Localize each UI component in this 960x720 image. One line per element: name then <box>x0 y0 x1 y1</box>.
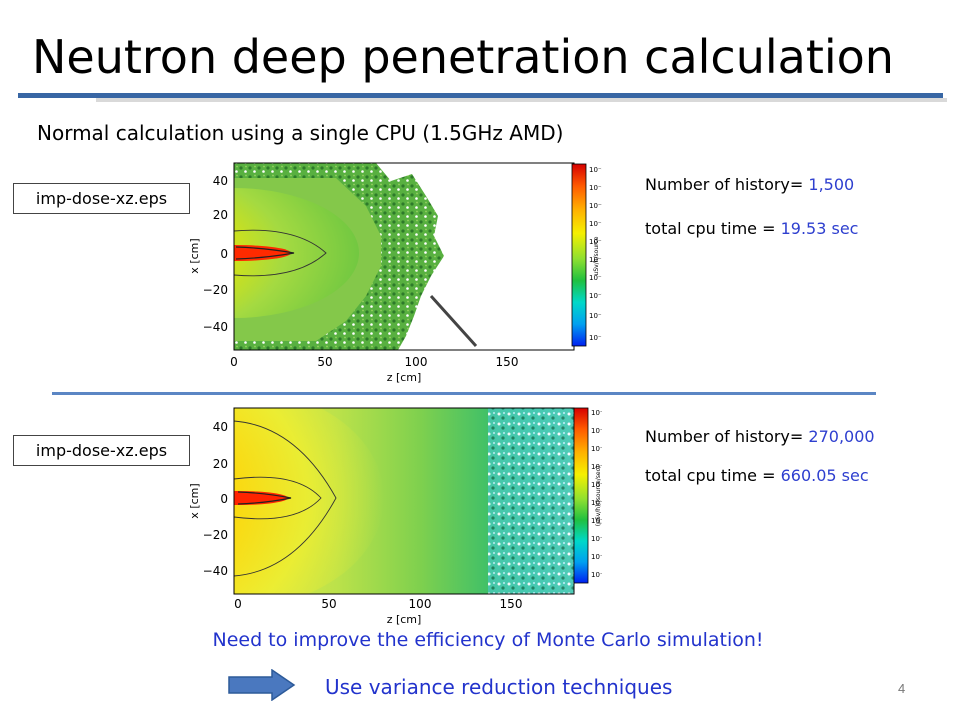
y-tick-1d: −20 <box>203 283 228 297</box>
history-stat-2: Number of history= 270,000 <box>645 427 875 446</box>
action-text: Use variance reduction techniques <box>325 675 673 699</box>
history-label-2: Number of history= <box>645 427 804 446</box>
conclusion-text: Need to improve the efficiency of Monte … <box>212 629 764 651</box>
section-divider <box>52 392 876 395</box>
y-tick-1e: −40 <box>203 320 228 334</box>
page-number: 4 <box>898 681 906 696</box>
cpu-value-1: 19.53 sec <box>780 219 859 238</box>
y-tick-2a: 40 <box>213 420 228 434</box>
cpu-value-2: 660.05 sec <box>780 466 869 485</box>
colorbar-1 <box>571 163 587 347</box>
cbar-tick-1-2: 10⁻⁴ <box>589 202 602 210</box>
file-label-2: imp-dose-xz.eps <box>13 435 190 466</box>
cbar-tick-1-1: 10⁻³ <box>589 184 602 192</box>
cpu-label-2: total cpu time = <box>645 466 776 485</box>
y-axis-label-2: x [cm] <box>188 483 201 518</box>
cbar-tick-1-8: 10⁻¹⁰ <box>589 312 602 320</box>
x-tick-2c: 100 <box>409 597 432 611</box>
cbar-tick-2-2: 10⁻⁴ <box>591 445 602 453</box>
y-tick-2b: 20 <box>213 457 228 471</box>
history-stat-1: Number of history= 1,500 <box>645 175 854 194</box>
x-tick-1c: 100 <box>405 355 428 369</box>
history-value-1: 1,500 <box>808 175 855 194</box>
x-tick-2b: 50 <box>321 597 336 611</box>
cbar-tick-1-5: 10⁻⁷ <box>589 256 602 264</box>
dose-map-plot-2: 40 20 0 −20 −40 0 50 100 150 z [cm] x [c… <box>188 407 602 626</box>
x-tick-2a: 0 <box>234 597 242 611</box>
x-tick-1b: 50 <box>317 355 332 369</box>
colorbar-2 <box>573 407 589 584</box>
cbar-tick-2-5: 10⁻⁷ <box>591 499 602 507</box>
cpu-stat-1: total cpu time = 19.53 sec <box>645 219 858 238</box>
y-tick-1a: 40 <box>213 174 228 188</box>
cbar-tick-2-0: 10⁻² <box>591 409 602 417</box>
cbar-tick-1-3: 10⁻⁵ <box>589 220 602 228</box>
right-arrow-icon <box>228 669 296 701</box>
cbar-tick-1-9: 10⁻¹¹ <box>589 334 602 342</box>
file-label-1: imp-dose-xz.eps <box>13 183 190 214</box>
x-tick-1a: 0 <box>230 355 238 369</box>
x-tick-1d: 150 <box>496 355 519 369</box>
cbar-tick-1-4: 10⁻⁶ <box>589 238 602 246</box>
y-tick-2c: 0 <box>220 492 228 506</box>
y-tick-2e: −40 <box>203 564 228 578</box>
history-label-1: Number of history= <box>645 175 804 194</box>
x-tick-2d: 150 <box>500 597 523 611</box>
x-axis-label-2: z [cm] <box>387 613 422 626</box>
colorbar-label-2: (μSv/h)/(source/sec) <box>595 466 602 526</box>
cpu-label-1: total cpu time = <box>645 219 776 238</box>
cbar-tick-2-8: 10⁻¹⁰ <box>591 553 602 561</box>
title-rule-shadow <box>96 98 947 102</box>
cbar-tick-1-7: 10⁻⁹ <box>589 292 602 300</box>
history-value-2: 270,000 <box>808 427 875 446</box>
dose-map-plot-1: 40 20 0 −20 −40 0 50 100 150 z [cm] x [c… <box>188 162 602 384</box>
y-axis-label-1: x [cm] <box>188 238 201 273</box>
cpu-stat-2: total cpu time = 660.05 sec <box>645 466 869 485</box>
y-tick-1b: 20 <box>213 208 228 222</box>
cbar-tick-1-0: 10⁻² <box>589 166 602 174</box>
cbar-tick-1-6: 10⁻⁸ <box>589 274 602 282</box>
cbar-tick-2-3: 10⁻⁵ <box>591 463 602 471</box>
colorbar-label-1: uSv/h/source <box>593 236 600 275</box>
cbar-tick-2-6: 10⁻⁸ <box>591 517 602 525</box>
slide-subtitle: Normal calculation using a single CPU (1… <box>37 121 564 145</box>
cbar-tick-2-4: 10⁻⁶ <box>591 481 602 489</box>
cbar-tick-2-1: 10⁻³ <box>591 427 602 435</box>
title-rule <box>18 93 943 98</box>
y-tick-1c: 0 <box>220 247 228 261</box>
cbar-tick-2-9: 10⁻¹¹ <box>591 571 602 579</box>
cbar-tick-2-7: 10⁻⁹ <box>591 535 602 543</box>
y-tick-2d: −20 <box>203 528 228 542</box>
slide-title: Neutron deep penetration calculation <box>32 30 894 84</box>
x-axis-label-1: z [cm] <box>387 371 422 384</box>
